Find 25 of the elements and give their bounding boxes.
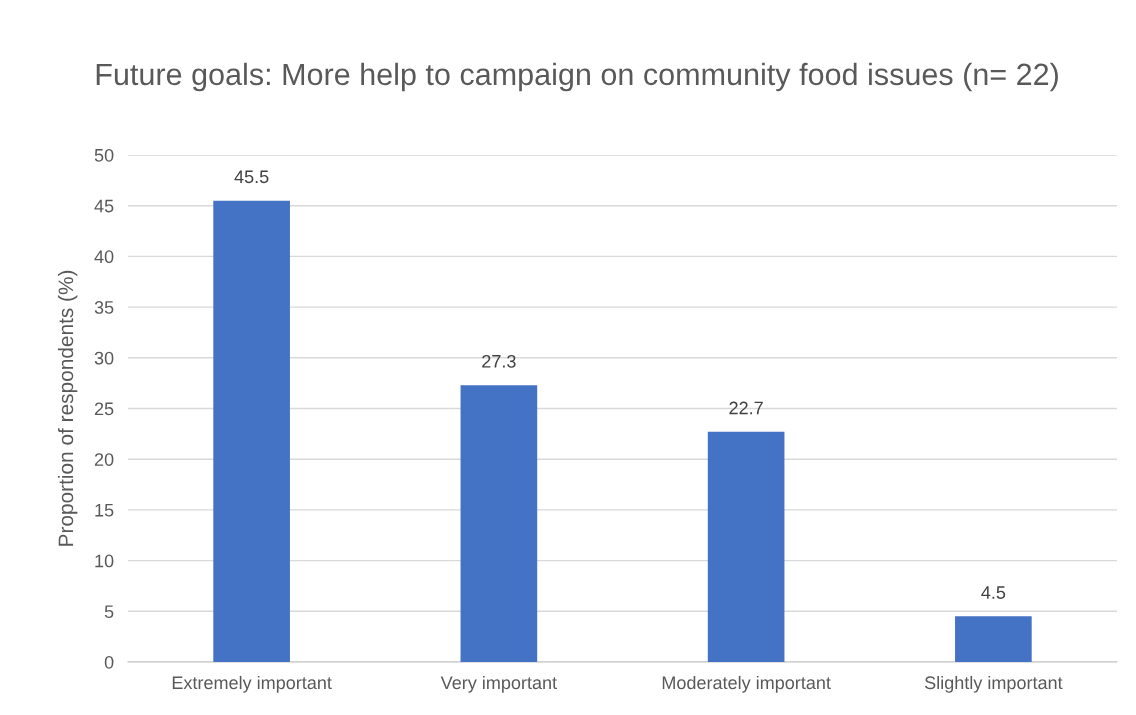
y-tick-label: 5 [104, 605, 114, 619]
data-label: 22.7 [729, 401, 763, 415]
y-tick-label: 45 [94, 199, 114, 213]
data-label: 27.3 [482, 354, 516, 368]
y-tick-label: 0 [104, 655, 114, 669]
bar [955, 616, 1032, 662]
bar [460, 385, 538, 662]
bar [707, 431, 785, 662]
data-label: 45.5 [234, 170, 269, 184]
y-tick-label: 20 [94, 453, 114, 466]
y-tick-label: 10 [95, 554, 114, 568]
y-axis-title: Proportion of respondents (%) [57, 270, 78, 546]
y-tick-label: 30 [94, 351, 114, 365]
x-tick-label: Very important [440, 675, 557, 693]
y-tick-label: 25 [94, 402, 114, 416]
x-tick-label: Extremely important [172, 675, 332, 693]
y-tick-label: 15 [95, 504, 114, 517]
data-label: 4.5 [981, 586, 1006, 599]
chart-title: Future goals: More help to campaign on community food issues (n= 22) [96, 62, 1058, 92]
y-tick-label: 50 [94, 148, 114, 162]
y-tick-label: 35 [94, 301, 114, 314]
x-tick-label: Moderately important [662, 675, 831, 693]
y-tick-label: 40 [94, 250, 114, 264]
bar [213, 200, 290, 662]
x-tick-label: Slightly important [924, 675, 1063, 693]
